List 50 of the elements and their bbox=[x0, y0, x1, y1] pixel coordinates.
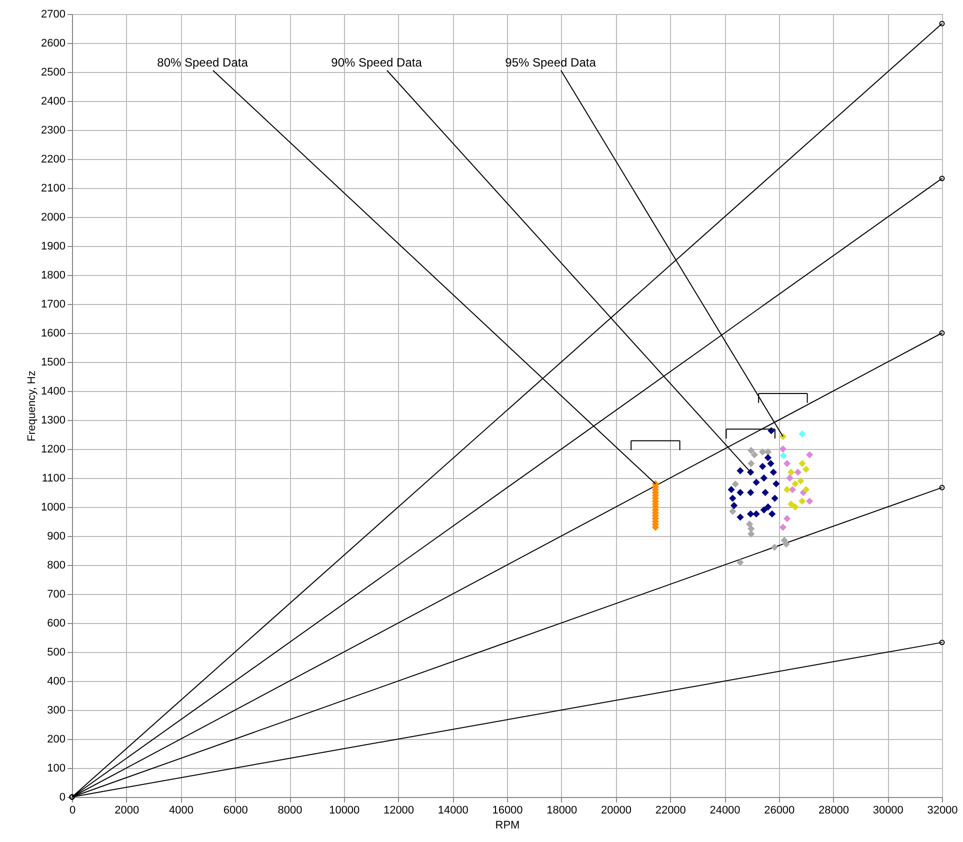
y-tick-label: 800 bbox=[47, 560, 66, 572]
x-tick-label: 8000 bbox=[278, 804, 302, 816]
x-tick-label: 30000 bbox=[872, 804, 904, 816]
y-tick-label: 1600 bbox=[41, 328, 66, 340]
x-tick-label: 32000 bbox=[927, 804, 958, 816]
y-tick-label: 1000 bbox=[41, 502, 66, 514]
y-tick-label: 100 bbox=[47, 762, 66, 774]
x-tick-label: 2000 bbox=[114, 804, 140, 816]
x-tick-label: 4000 bbox=[169, 804, 194, 816]
y-tick-label: 1400 bbox=[41, 386, 66, 398]
y-tick-label: 300 bbox=[47, 704, 66, 716]
y-tick-label: 2000 bbox=[41, 212, 66, 224]
x-tick-label: 22000 bbox=[655, 804, 686, 816]
y-tick-label: 400 bbox=[47, 676, 66, 688]
y-tick-label: 2600 bbox=[41, 38, 66, 50]
x-tick-label: 18000 bbox=[546, 804, 578, 816]
y-tick-label: 1900 bbox=[41, 240, 66, 252]
x-tick-label: 12000 bbox=[383, 804, 414, 816]
x-tick-label: 28000 bbox=[818, 804, 850, 816]
annotation: 95% Speed Data bbox=[505, 56, 596, 70]
y-tick-label: 500 bbox=[47, 646, 66, 658]
annotation: 80% Speed Data bbox=[157, 56, 248, 70]
y-axis-title: Frequency, Hz bbox=[26, 370, 38, 442]
y-tick-label: 2700 bbox=[41, 8, 66, 20]
y-tick-label: 1700 bbox=[41, 298, 66, 310]
y-tick-label: 600 bbox=[47, 618, 66, 630]
y-tick-label: 1100 bbox=[42, 472, 66, 484]
y-tick-label: 900 bbox=[47, 530, 66, 542]
x-tick-label: 26000 bbox=[764, 804, 795, 816]
y-tick-label: 1500 bbox=[41, 356, 66, 368]
x-tick-label: 0 bbox=[69, 804, 76, 816]
x-tick-label: 14000 bbox=[438, 804, 468, 816]
y-tick-label: 1800 bbox=[41, 270, 66, 282]
x-tick-label: 6000 bbox=[223, 804, 248, 816]
x-tick-label: 16000 bbox=[492, 804, 523, 816]
y-tick-label: 1300 bbox=[41, 414, 66, 426]
y-tick-label: 700 bbox=[47, 588, 66, 600]
x-tick-label: 20000 bbox=[600, 804, 632, 816]
y-tick-label: 2500 bbox=[41, 66, 66, 78]
x-tick-label: 24000 bbox=[710, 804, 740, 816]
y-tick-label: 0 bbox=[59, 792, 66, 804]
y-tick-label: 2300 bbox=[41, 124, 66, 136]
annotation: 90% Speed Data bbox=[331, 56, 422, 70]
y-tick-label: 1200 bbox=[41, 444, 66, 456]
x-tick-label: 10000 bbox=[329, 804, 360, 816]
y-tick-label: 200 bbox=[47, 734, 66, 746]
x-axis-title: RPM bbox=[495, 820, 520, 832]
y-tick-label: 2100 bbox=[41, 182, 66, 194]
y-tick-label: 2400 bbox=[41, 96, 66, 108]
y-tick-label: 2200 bbox=[41, 154, 66, 166]
